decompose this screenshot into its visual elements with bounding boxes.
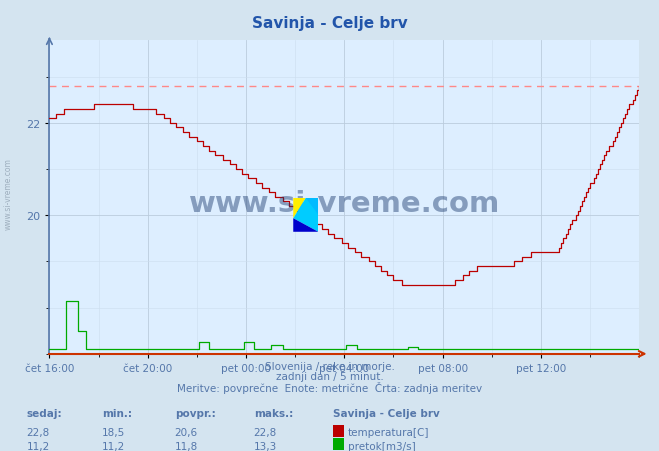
Text: www.si-vreme.com: www.si-vreme.com — [3, 158, 13, 230]
Text: www.si-vreme.com: www.si-vreme.com — [188, 189, 500, 217]
Text: 22,8: 22,8 — [26, 427, 49, 437]
Text: 13,3: 13,3 — [254, 441, 277, 451]
Polygon shape — [306, 198, 318, 216]
Polygon shape — [306, 198, 318, 216]
Text: Slovenija / reke in morje.: Slovenija / reke in morje. — [264, 361, 395, 371]
Text: sedaj:: sedaj: — [26, 408, 62, 418]
Text: pretok[m3/s]: pretok[m3/s] — [348, 441, 416, 451]
Polygon shape — [293, 198, 306, 219]
Text: 18,5: 18,5 — [102, 427, 125, 437]
Text: maks.:: maks.: — [254, 408, 293, 418]
Text: temperatura[C]: temperatura[C] — [348, 427, 430, 437]
Text: 11,8: 11,8 — [175, 441, 198, 451]
Text: 22,8: 22,8 — [254, 427, 277, 437]
Text: min.:: min.: — [102, 408, 132, 418]
Text: zadnji dan / 5 minut.: zadnji dan / 5 minut. — [275, 371, 384, 381]
Text: 11,2: 11,2 — [26, 441, 49, 451]
Text: 20,6: 20,6 — [175, 427, 198, 437]
Text: Savinja - Celje brv: Savinja - Celje brv — [333, 408, 440, 418]
Polygon shape — [293, 198, 318, 232]
Text: 11,2: 11,2 — [102, 441, 125, 451]
Text: povpr.:: povpr.: — [175, 408, 215, 418]
Text: Meritve: povprečne  Enote: metrične  Črta: zadnja meritev: Meritve: povprečne Enote: metrične Črta:… — [177, 382, 482, 394]
Polygon shape — [293, 219, 318, 232]
Text: Savinja - Celje brv: Savinja - Celje brv — [252, 16, 407, 31]
